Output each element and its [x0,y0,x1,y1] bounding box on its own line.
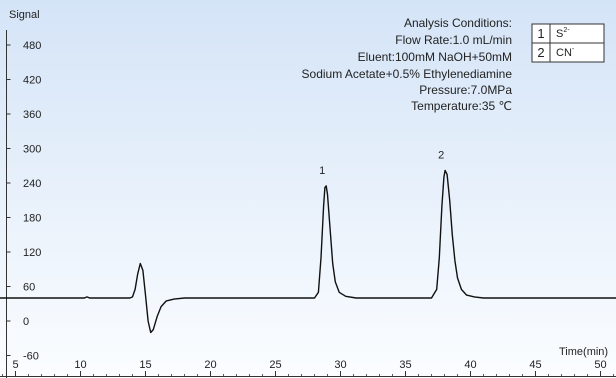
y-axis-label: Signal [9,9,40,21]
conditions-title: Analysis Conditions: [404,16,512,30]
y-tick-label: 300 [23,144,41,156]
y-tick-label: 180 [23,213,41,225]
y-tick-label: 120 [23,247,41,259]
y-tick-label: 360 [23,109,41,121]
legend: 1 S2- 2 CN- [531,23,605,63]
conditions-pressure: Pressure:7.0MPa [419,83,512,97]
legend-ion-2: CN- [556,46,575,59]
x-tick-label: 45 [529,359,541,371]
signal-trace [0,169,616,334]
x-tick-label: 30 [334,359,346,371]
legend-ion-1: S2- [556,27,570,40]
y-tick-label: 240 [23,178,41,190]
conditions-eluent: Eluent:100mM NaOH+50mM [358,50,512,64]
legend-num-1: 1 [537,26,544,41]
x-tick-label: 10 [74,359,86,371]
y-tick-label: 420 [23,75,41,87]
y-tick-label: 60 [23,282,35,294]
x-tick-label: 35 [399,359,411,371]
y-tick-label: 480 [23,40,41,52]
y-tick-label: -60 [23,351,39,363]
conditions-annotation: Analysis Conditions: Flow Rate:1.0 mL/mi… [302,16,513,113]
conditions-flow-rate: Flow Rate:1.0 mL/min [395,33,512,47]
x-tick-label: 40 [464,359,476,371]
conditions-temperature: Temperature:35 ℃ [411,99,512,113]
x-tick-label: 20 [204,359,216,371]
x-tick-label: 50 [594,359,606,371]
peak-label-2: 2 [438,149,444,161]
conditions-eluent-cont: Sodium Acetate+0.5% Ethylenediamine [302,67,513,81]
x-tick-label: 25 [269,359,281,371]
x-axis-label: Time(min) [559,346,608,358]
y-tick-label: 0 [23,316,29,328]
legend-num-2: 2 [537,45,544,60]
x-tick-label: 15 [139,359,151,371]
x-tick-label: 5 [12,359,18,371]
peak-label-1: 1 [319,165,325,177]
